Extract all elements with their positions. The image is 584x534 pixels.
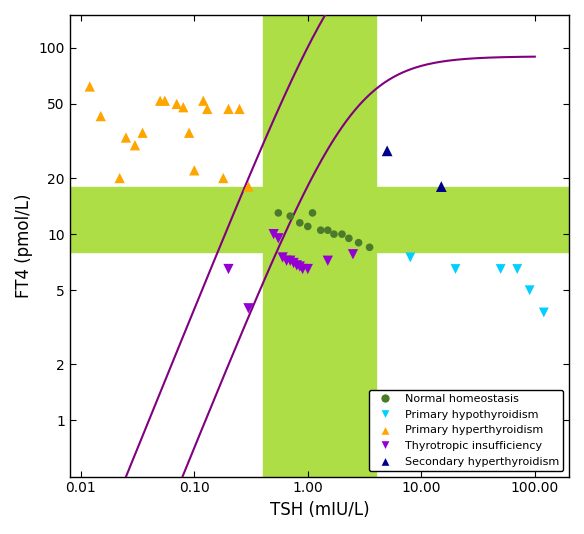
Normal homeostasis [295, 218, 304, 227]
Primary hyperthyroidism [199, 97, 208, 105]
Normal homeostasis [338, 230, 347, 238]
Normal homeostasis [316, 226, 325, 234]
Thyrotropic insufficiency [274, 234, 283, 242]
Legend: Normal homeostasis, Primary hypothyroidism, Primary hyperthyroidism, Thyrotropic: Normal homeostasis, Primary hypothyroidi… [369, 390, 564, 471]
Normal homeostasis [344, 234, 353, 242]
Secondary hyperthyroidism [437, 182, 446, 191]
Primary hypothyroidism [513, 265, 522, 273]
Thyrotropic insufficiency [289, 259, 298, 268]
Normal homeostasis [329, 230, 339, 238]
X-axis label: TSH (mIU/L): TSH (mIU/L) [270, 501, 369, 519]
Normal homeostasis [323, 226, 332, 234]
Normal homeostasis [354, 238, 363, 247]
Thyrotropic insufficiency [295, 262, 304, 271]
Thyrotropic insufficiency [278, 253, 287, 262]
Primary hypothyroidism [406, 253, 415, 262]
Thyrotropic insufficiency [348, 250, 357, 258]
Primary hyperthyroidism [203, 105, 212, 113]
Y-axis label: FT4 (pmol/L): FT4 (pmol/L) [15, 193, 33, 298]
Primary hyperthyroidism [138, 129, 147, 137]
Thyrotropic insufficiency [303, 265, 312, 273]
Primary hyperthyroidism [130, 141, 140, 150]
Primary hyperthyroidism [190, 166, 199, 175]
Primary hyperthyroidism [160, 97, 169, 105]
Secondary hyperthyroidism [383, 146, 392, 155]
Normal homeostasis [308, 209, 317, 217]
Thyrotropic insufficiency [224, 265, 233, 273]
Thyrotropic insufficiency [292, 261, 301, 270]
Primary hyperthyroidism [121, 134, 131, 142]
Primary hyperthyroidism [224, 105, 233, 113]
Thyrotropic insufficiency [282, 256, 291, 265]
Normal homeostasis [274, 209, 283, 217]
Normal homeostasis [303, 222, 312, 231]
Primary hypothyroidism [525, 286, 534, 295]
Primary hyperthyroidism [235, 105, 244, 113]
Primary hypothyroidism [451, 265, 460, 273]
Primary hyperthyroidism [115, 174, 124, 182]
Thyrotropic insufficiency [323, 256, 332, 265]
Thyrotropic insufficiency [269, 230, 279, 238]
Primary hyperthyroidism [155, 97, 165, 105]
Bar [70, 186, 569, 252]
Primary hyperthyroidism [179, 103, 188, 112]
Thyrotropic insufficiency [286, 256, 295, 265]
Normal homeostasis [286, 212, 295, 221]
Bar [263, 15, 376, 476]
Primary hyperthyroidism [172, 100, 182, 108]
Primary hypothyroidism [539, 308, 548, 317]
Thyrotropic insufficiency [298, 265, 307, 273]
Primary hyperthyroidism [244, 182, 253, 191]
Primary hyperthyroidism [85, 82, 95, 91]
Primary hyperthyroidism [96, 112, 106, 120]
Primary hyperthyroidism [218, 174, 228, 182]
Primary hyperthyroidism [185, 129, 194, 137]
Thyrotropic insufficiency [244, 304, 253, 312]
Primary hypothyroidism [496, 265, 505, 273]
Normal homeostasis [365, 243, 374, 252]
